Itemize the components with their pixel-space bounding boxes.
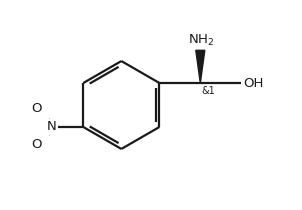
- Text: O: O: [31, 102, 42, 116]
- Text: OH: OH: [243, 76, 263, 89]
- Text: O: O: [31, 138, 42, 151]
- Text: NH$_2$: NH$_2$: [188, 33, 214, 48]
- Text: &1: &1: [201, 86, 215, 96]
- Polygon shape: [196, 50, 205, 83]
- Text: N: N: [47, 121, 56, 134]
